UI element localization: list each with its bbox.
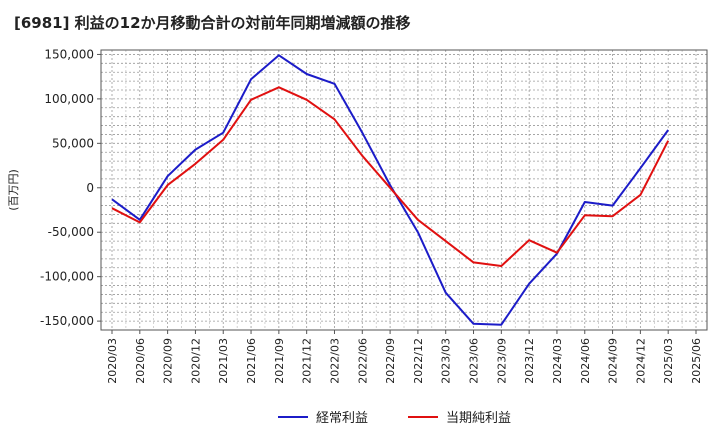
series-lines (111, 54, 670, 326)
plot-frame (100, 49, 708, 331)
x-tick-label: 2020/09 (162, 338, 175, 384)
x-axis-ticks: 2020/03 2020/06 2020/09 2020/12 2021/03 2021/… (106, 330, 703, 384)
x-tick-label: 2020/06 (134, 338, 147, 384)
x-tick-label: 2021/06 (245, 338, 258, 384)
legend-label-1: 当期純利益 (446, 411, 511, 426)
x-tick-label: 2024/09 (607, 338, 620, 384)
y-tick-label: -50,000 (48, 225, 94, 239)
y-tick-label: 50,000 (52, 136, 94, 150)
x-tick-label: 2025/03 (662, 338, 675, 384)
x-tick-label: 2022/12 (412, 338, 425, 384)
series-line-0 (111, 54, 670, 326)
series-line-1 (111, 86, 670, 267)
x-tick-label: 2022/09 (384, 338, 397, 384)
x-tick-label: 2025/06 (690, 338, 703, 384)
x-tick-label: 2021/09 (273, 338, 286, 384)
x-tick-label: 2021/12 (301, 338, 314, 384)
y-tick-label: 100,000 (44, 92, 94, 106)
x-tick-label: 2020/03 (106, 338, 119, 384)
y-axis-label: (百万円) (7, 169, 20, 211)
x-tick-label: 2023/06 (468, 338, 481, 384)
y-axis-ticks: 150,000 100,000 50,000 0 -50,000 -100,000 -150… (40, 47, 101, 328)
x-tick-label: 2024/12 (634, 338, 647, 384)
y-tick-label: -100,000 (40, 270, 94, 284)
grid-lines (101, 50, 707, 331)
x-tick-label: 2024/03 (551, 338, 564, 384)
x-tick-label: 2022/03 (328, 338, 341, 384)
legend: 経常利益 当期純利益 (278, 411, 511, 426)
y-tick-label: 0 (86, 181, 94, 195)
y-tick-label: -150,000 (40, 314, 94, 328)
x-tick-label: 2023/03 (440, 338, 453, 384)
x-tick-label: 2022/06 (356, 338, 369, 384)
chart-title: [6981] 利益の12か月移動合計の対前年同期増減額の推移 (14, 14, 411, 32)
x-tick-label: 2020/12 (189, 338, 202, 384)
y-tick-label: 150,000 (44, 47, 94, 61)
legend-label-0: 経常利益 (316, 411, 368, 426)
x-tick-label: 2021/03 (217, 338, 230, 384)
x-tick-label: 2023/09 (495, 338, 508, 384)
x-tick-label: 2023/12 (523, 338, 536, 384)
x-tick-label: 2024/06 (579, 338, 592, 384)
